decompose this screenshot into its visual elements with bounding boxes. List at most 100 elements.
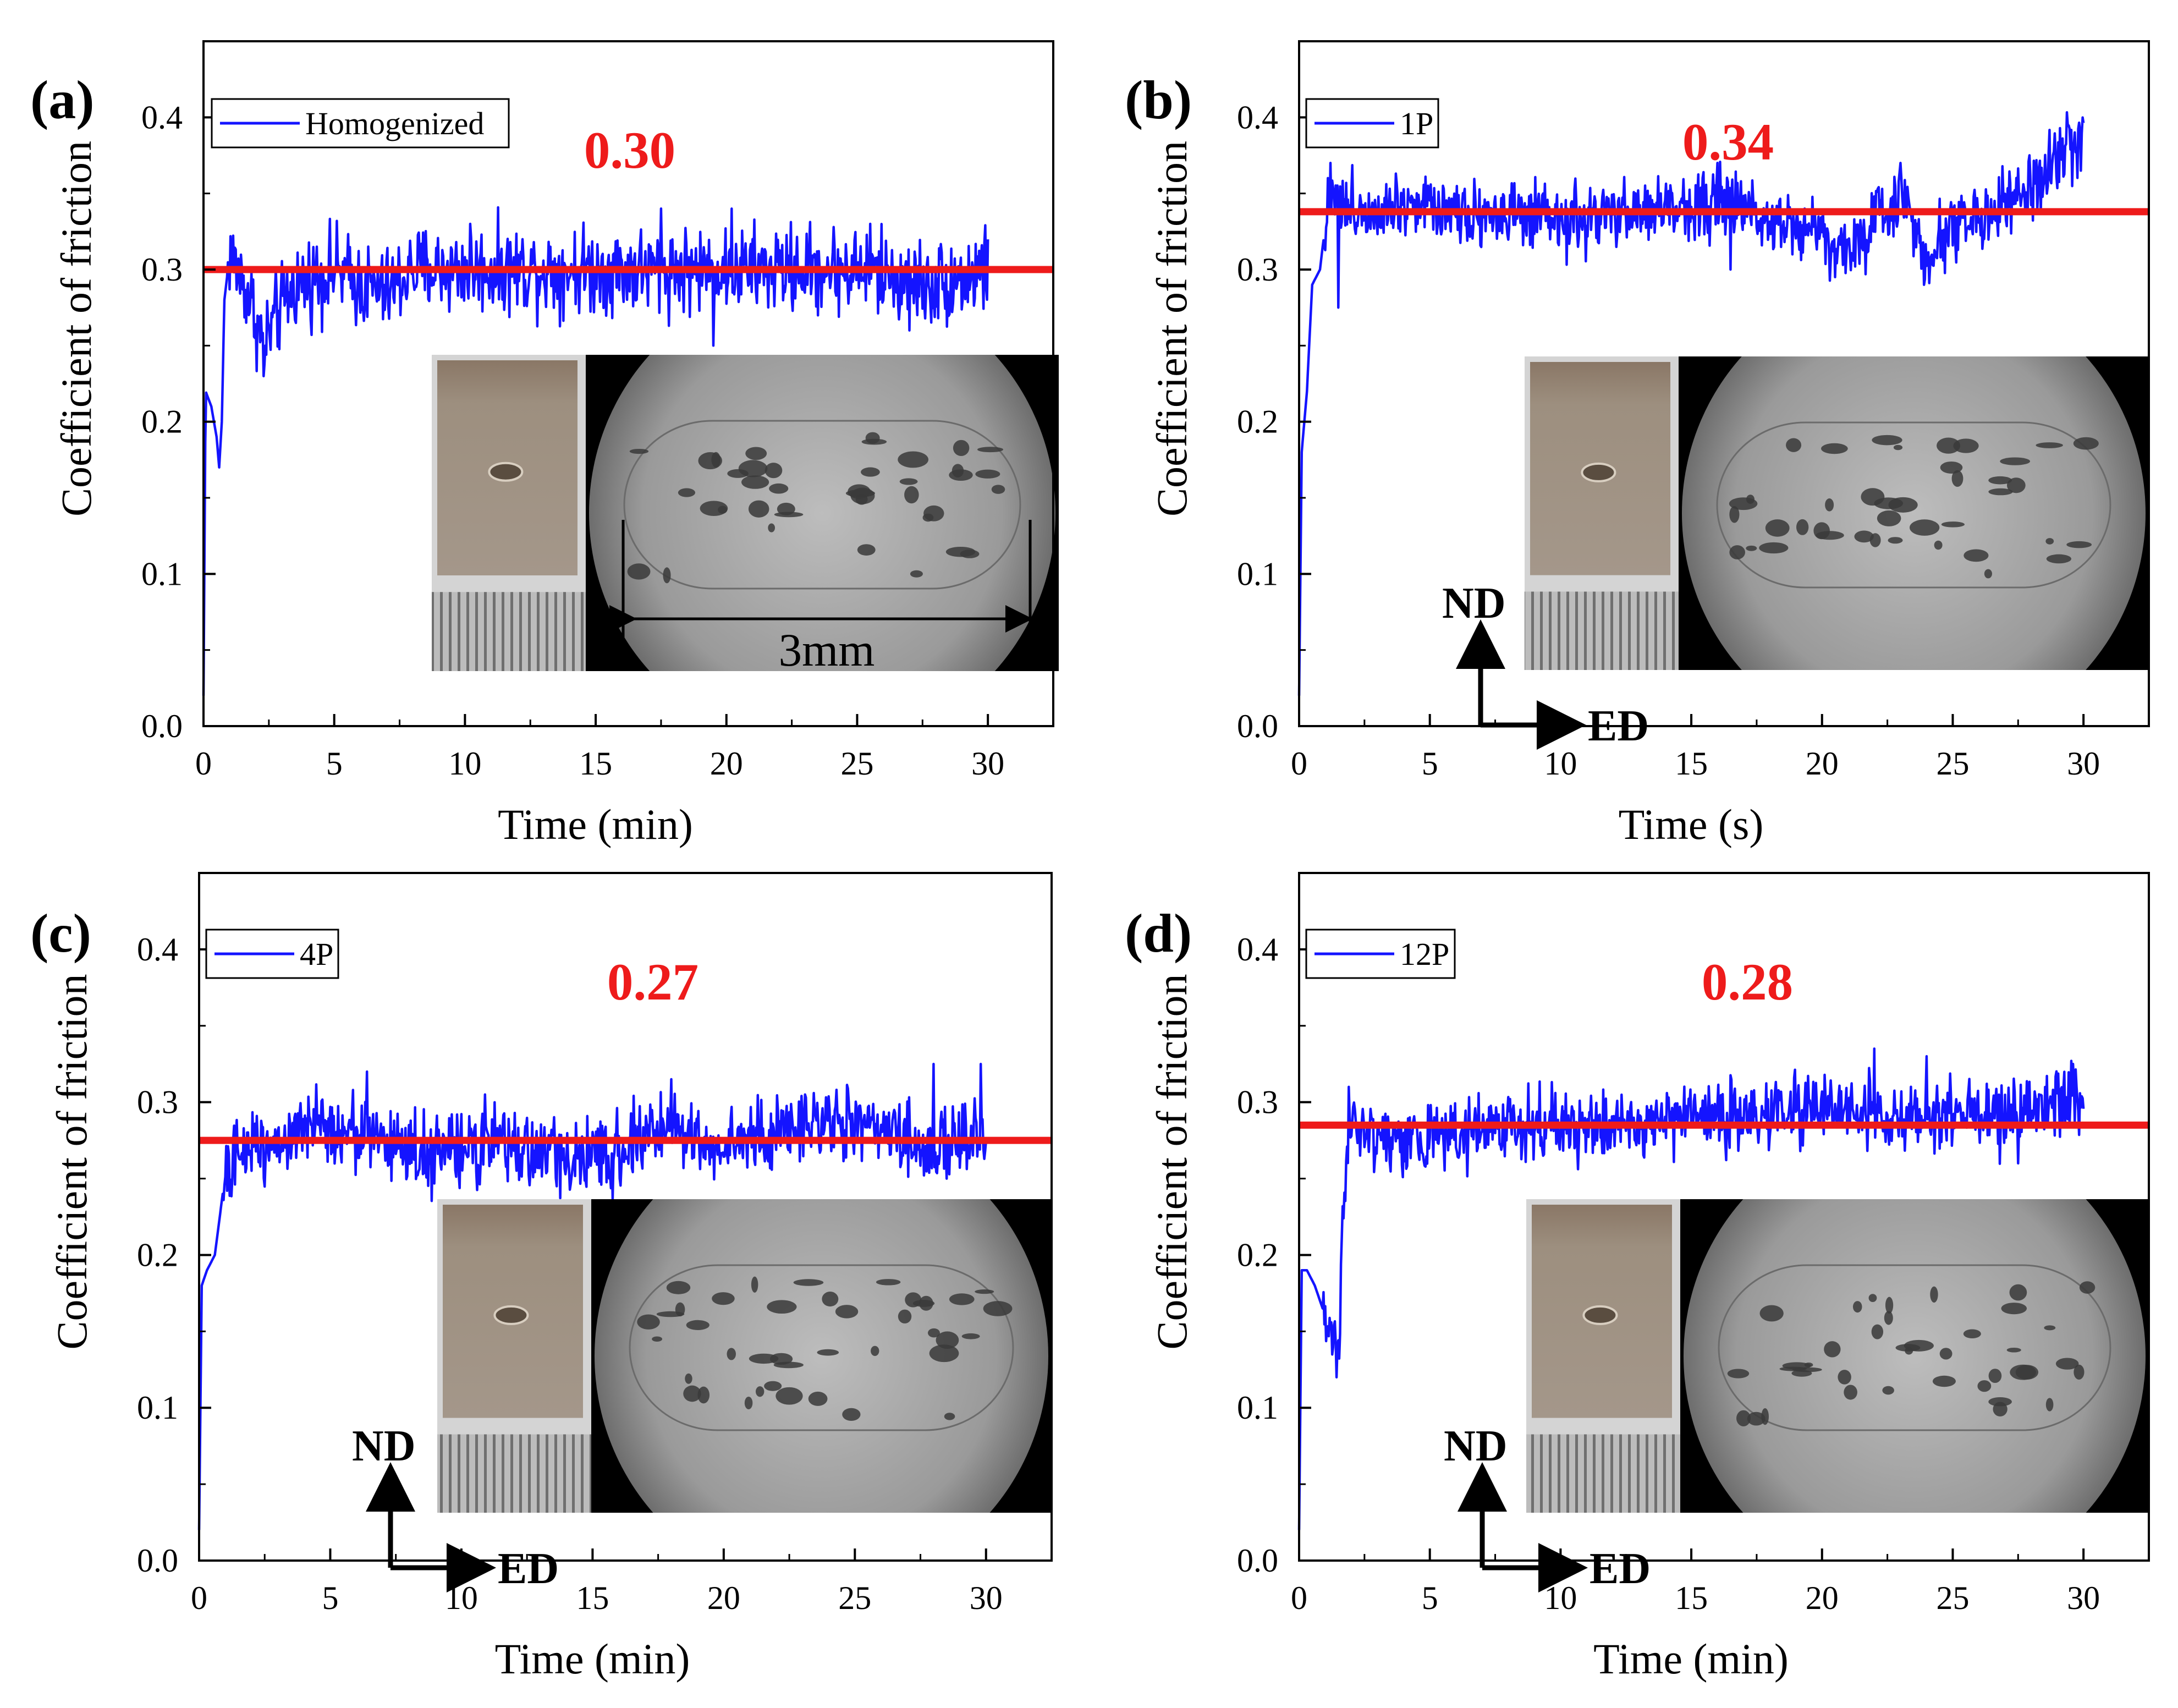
x-tick-label: 15 bbox=[579, 745, 612, 782]
micrograph bbox=[1684, 1199, 2146, 1513]
legend-label: Homogenized bbox=[305, 106, 484, 141]
y-tick-label: 0.4 bbox=[1237, 931, 1278, 968]
y-tick-label: 0.0 bbox=[137, 1542, 178, 1579]
wear-track bbox=[629, 1264, 1014, 1431]
x-axis-label: Time (min) bbox=[495, 1635, 690, 1683]
friction-series-line bbox=[1297, 111, 2085, 696]
x-tick-label: 10 bbox=[1544, 745, 1577, 782]
x-tick-label: 15 bbox=[1675, 745, 1708, 782]
x-tick-label: 30 bbox=[2067, 1580, 2100, 1616]
ed-label: ED bbox=[1590, 1545, 1651, 1593]
y-tick-label: 0.0 bbox=[141, 708, 183, 744]
x-tick-label: 10 bbox=[445, 1580, 478, 1616]
panel-label: (d) bbox=[1125, 903, 1192, 964]
wear-track bbox=[1716, 421, 2111, 589]
x-tick-label: 20 bbox=[1806, 745, 1839, 782]
wear-track-inset bbox=[1526, 1199, 2149, 1513]
direction-indicator: ND ED bbox=[352, 1422, 559, 1593]
x-tick-label: 25 bbox=[840, 745, 873, 782]
micrograph bbox=[595, 1199, 1048, 1513]
chart-panel-d: (d) 0.28 ND ED 0.0 0.1 0.2 0.3 0.4 0 5 10 15 20 25 30 Ti… bbox=[1125, 872, 2150, 1683]
y-tick-label: 0.4 bbox=[141, 99, 183, 135]
legend: 12P bbox=[1305, 929, 1456, 979]
axes-frame bbox=[1298, 872, 2150, 1562]
x-tick-label: 0 bbox=[1291, 745, 1307, 782]
x-tick-label: 20 bbox=[1806, 1580, 1839, 1616]
legend-label: 4P bbox=[300, 936, 333, 972]
y-tick-label: 0.1 bbox=[141, 556, 183, 592]
chart-panel-a: (a) 0.30 3mm 0.0 0.1 0.2 0.3 0.4 0 5 10 15 20 25 30 Tim… bbox=[30, 40, 1059, 848]
chart-panel-c: (c) 0.27 ND ED 0.0 0.1 0.2 0.3 0.4 0 5 10 15 20 25 30 Ti… bbox=[30, 872, 1053, 1683]
y-tick-label: 0.3 bbox=[137, 1084, 178, 1121]
y-tick-label: 0.2 bbox=[1237, 404, 1278, 440]
y-tick-label: 0.4 bbox=[1237, 99, 1278, 135]
x-tick-label: 10 bbox=[1544, 1580, 1577, 1616]
axes-frame bbox=[1298, 40, 2150, 727]
panel-label: (c) bbox=[30, 903, 91, 964]
x-tick-label: 0 bbox=[195, 745, 212, 782]
wear-track bbox=[623, 420, 1021, 590]
x-tick-label: 5 bbox=[326, 745, 343, 782]
mean-value-label: 0.27 bbox=[607, 953, 698, 1011]
direction-indicator: ND ED bbox=[1444, 1422, 1651, 1593]
x-tick-label: 0 bbox=[191, 1580, 207, 1616]
ed-label: ED bbox=[498, 1545, 559, 1593]
y-tick-label: 0.1 bbox=[137, 1390, 178, 1426]
y-tick-label: 0.2 bbox=[1237, 1237, 1278, 1273]
x-tick-label: 5 bbox=[322, 1580, 338, 1616]
x-tick-label: 25 bbox=[1936, 745, 1969, 782]
wear-track bbox=[1718, 1264, 2111, 1431]
legend-label: 12P bbox=[1400, 936, 1449, 972]
ruler bbox=[437, 1434, 591, 1513]
nd-label: ND bbox=[352, 1422, 416, 1470]
y-tick-label: 0.2 bbox=[141, 404, 183, 440]
y-tick-label: 0.0 bbox=[1237, 708, 1278, 744]
x-tick-label: 25 bbox=[1936, 1580, 1969, 1616]
micrograph bbox=[1682, 356, 2146, 670]
y-axis-label: Coefficient of friction bbox=[1148, 141, 1196, 517]
x-tick-label: 20 bbox=[710, 745, 743, 782]
x-tick-label: 30 bbox=[2067, 745, 2100, 782]
wear-scar bbox=[493, 1305, 529, 1325]
x-axis-label: Time (s) bbox=[1619, 800, 1764, 848]
y-tick-label: 0.1 bbox=[1237, 556, 1278, 592]
scale-bar: 3mm bbox=[609, 520, 1033, 676]
x-axis-label: Time (min) bbox=[1593, 1635, 1789, 1683]
mean-value-label: 0.28 bbox=[1702, 953, 1793, 1011]
panel-label: (a) bbox=[30, 69, 95, 130]
y-tick-label: 0.0 bbox=[1237, 1542, 1278, 1579]
x-tick-label: 10 bbox=[448, 745, 481, 782]
legend-label: 1P bbox=[1400, 106, 1433, 141]
y-axis-label: Coefficient of friction bbox=[1148, 974, 1196, 1350]
y-tick-label: 0.2 bbox=[137, 1237, 178, 1273]
x-tick-label: 0 bbox=[1291, 1580, 1307, 1616]
y-tick-label: 0.3 bbox=[1237, 251, 1278, 288]
ruler bbox=[1525, 591, 1679, 670]
y-tick-label: 0.3 bbox=[141, 251, 183, 288]
x-tick-label: 5 bbox=[1422, 745, 1438, 782]
x-axis-label: Time (min) bbox=[498, 800, 693, 848]
scale-bar-label: 3mm bbox=[779, 624, 875, 676]
axes-frame bbox=[198, 872, 1053, 1562]
nd-label: ND bbox=[1444, 1422, 1508, 1470]
mean-value-label: 0.34 bbox=[1682, 113, 1774, 171]
panel-label: (b) bbox=[1125, 69, 1192, 130]
legend: Homogenized bbox=[211, 98, 510, 149]
mean-value-label: 0.30 bbox=[584, 121, 675, 179]
y-axis-label: Coefficient of friction bbox=[52, 141, 100, 517]
x-tick-label: 20 bbox=[707, 1580, 740, 1616]
wear-scar bbox=[488, 462, 524, 482]
wear-track-inset bbox=[1525, 356, 2149, 670]
x-tick-label: 5 bbox=[1422, 1580, 1438, 1616]
x-tick-label: 25 bbox=[838, 1580, 871, 1616]
axes-frame bbox=[202, 40, 1054, 727]
y-tick-label: 0.1 bbox=[1237, 1390, 1278, 1426]
x-tick-label: 15 bbox=[1675, 1580, 1708, 1616]
ruler bbox=[432, 592, 586, 671]
x-tick-label: 30 bbox=[970, 1580, 1003, 1616]
micrograph bbox=[589, 355, 1055, 671]
wear-scar bbox=[1582, 1305, 1618, 1325]
y-tick-label: 0.4 bbox=[137, 931, 178, 968]
